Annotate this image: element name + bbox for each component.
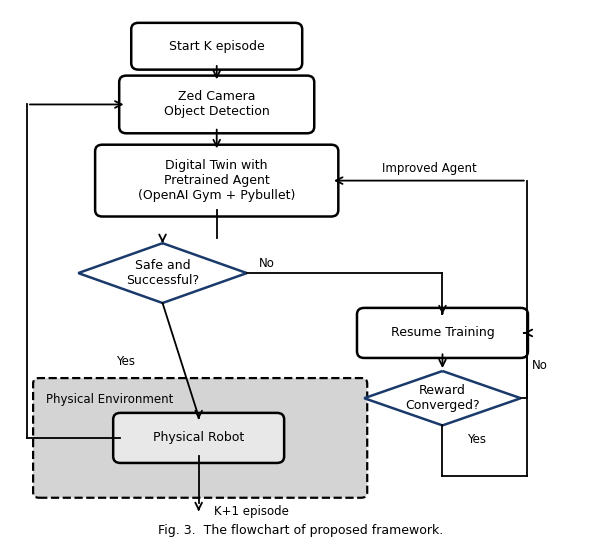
Text: Reward
Converged?: Reward Converged? [405, 384, 480, 412]
Text: No: No [532, 359, 547, 372]
Text: Start K episode: Start K episode [169, 40, 265, 53]
Text: Resume Training: Resume Training [391, 326, 494, 339]
Text: Physical Environment: Physical Environment [46, 393, 174, 406]
FancyBboxPatch shape [95, 145, 338, 217]
Text: Fig. 3.  The flowchart of proposed framework.: Fig. 3. The flowchart of proposed framew… [158, 524, 444, 537]
Text: Physical Robot: Physical Robot [153, 431, 244, 444]
Text: Yes: Yes [116, 355, 135, 368]
FancyBboxPatch shape [131, 23, 302, 70]
FancyBboxPatch shape [357, 308, 528, 358]
Text: Yes: Yes [467, 432, 486, 446]
Text: No: No [259, 257, 275, 270]
FancyBboxPatch shape [33, 378, 367, 498]
Text: K+1 episode: K+1 episode [214, 505, 288, 518]
Text: Digital Twin with
Pretrained Agent
(OpenAI Gym + Pybullet): Digital Twin with Pretrained Agent (Open… [138, 159, 296, 202]
Text: Improved Agent: Improved Agent [382, 162, 476, 175]
FancyBboxPatch shape [119, 76, 314, 133]
FancyBboxPatch shape [113, 413, 284, 463]
Text: Zed Camera
Object Detection: Zed Camera Object Detection [164, 90, 270, 119]
Text: Safe and
Successful?: Safe and Successful? [126, 259, 199, 287]
